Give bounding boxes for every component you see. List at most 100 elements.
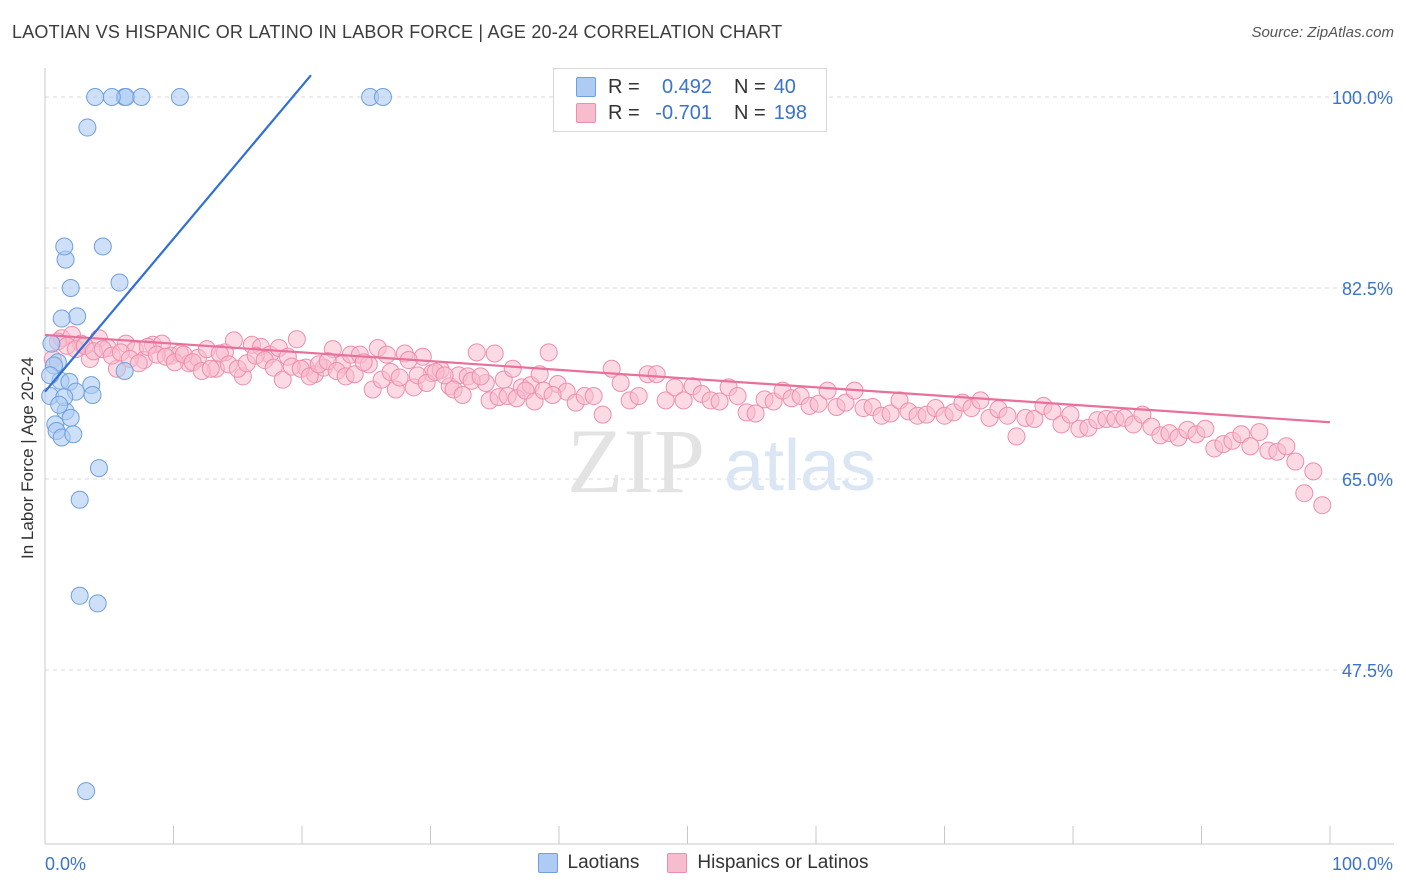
legend-r-value: -0.701 [655,101,712,124]
data-point-hispanics [390,368,409,387]
chart-title: LAOTIAN VS HISPANIC OR LATINO IN LABOR F… [12,22,783,42]
data-point-hispanics [971,391,990,410]
legend-n-value: 40 [773,75,796,98]
bottom-legend-laotians: Laotians [537,852,640,874]
data-point-hispanics [264,358,283,377]
data-point-laotians [55,237,74,256]
series-laotians-points [41,88,392,801]
stats-legend: R = 0.492 N = 40 R = -0.701 N = 198 [553,68,827,132]
data-point-laotians [93,237,112,256]
bottom-legend: Laotians Hispanics or Latinos [0,852,1406,874]
data-point-hispanics [1025,409,1044,428]
data-point-hispanics [435,366,454,385]
data-point-hispanics [665,378,684,397]
source-label: Source: ZipAtlas.com [1251,24,1394,41]
data-point-laotians [88,594,107,613]
axes [44,68,1394,845]
data-point-laotians [373,88,392,106]
data-point-laotians [83,385,102,404]
watermark-zip: ZIP [567,410,705,512]
data-point-hispanics [674,391,693,410]
legend-swatch-pink [576,103,596,123]
data-point-hispanics [224,331,243,350]
legend-swatch-blue [576,77,596,97]
legend-row-laotians: R = 0.492 N = 40 [576,74,796,100]
y-tick-label: 65.0% [1342,470,1393,490]
data-point-laotians [77,782,96,801]
data-point-hispanics [377,345,396,364]
data-point-hispanics [1304,462,1323,481]
data-point-hispanics [611,373,630,392]
data-point-hispanics [201,359,220,378]
data-point-hispanics [1250,423,1269,442]
data-point-hispanics [273,370,292,389]
trend-line-laotians [44,74,312,393]
legend-n-value: 198 [773,101,808,124]
data-point-laotians [78,118,97,137]
data-point-laotians [115,361,134,380]
legend-r-label: R = [608,75,640,98]
trend-line-hispanics [44,333,1331,424]
data-point-hispanics [543,385,562,404]
data-point-laotians [64,425,83,444]
data-point-laotians [41,366,60,385]
data-point-hispanics [539,343,558,362]
data-point-hispanics [1232,425,1251,444]
x-tick-label: 100.0% [1332,854,1393,874]
legend-n-label: N = [734,101,766,124]
legend-n-label: N = [734,75,766,98]
data-point-hispanics [881,404,900,423]
data-point-hispanics [746,404,765,423]
watermark-atlas: atlas [724,426,876,506]
y-axis-label: In Labor Force | Age 20-24 [18,357,37,559]
data-point-hispanics [345,365,364,384]
x-tick-label: 0.0% [45,854,86,874]
legend-label-laotians: Laotians [567,852,640,873]
data-point-hispanics [485,344,504,363]
trend-lines [44,74,1331,424]
y-tick-label: 100.0% [1332,88,1393,108]
y-tick-label: 82.5% [1342,279,1393,299]
data-point-hispanics [818,381,837,400]
data-point-hispanics [300,367,319,386]
data-point-laotians [61,279,80,297]
data-point-hispanics [1313,496,1332,515]
data-point-laotians [70,586,89,605]
data-point-hispanics [629,387,648,406]
data-point-laotians [42,334,61,353]
legend-r-label: R = [608,101,640,124]
data-point-hispanics [584,387,603,406]
data-point-hispanics [1295,484,1314,503]
legend-swatch-pink [667,853,688,873]
data-point-hispanics [1196,419,1215,438]
data-point-hispanics [467,343,486,362]
data-point-laotians [102,88,121,106]
data-point-hispanics [503,359,522,378]
data-point-laotians [68,307,87,326]
data-point-hispanics [1277,437,1296,456]
data-point-laotians [70,490,89,509]
data-point-laotians [132,88,151,106]
data-point-hispanics [1241,437,1260,456]
legend-swatch-blue [537,853,558,873]
data-point-hispanics [656,391,675,410]
legend-r-value: 0.492 [661,75,712,98]
legend-row-hispanics: R = -0.701 N = 198 [576,100,807,126]
data-point-hispanics [710,392,729,411]
data-point-hispanics [1061,405,1080,424]
data-point-hispanics [287,330,306,349]
data-point-hispanics [809,394,828,413]
legend-label-hispanics: Hispanics or Latinos [697,852,869,873]
data-point-hispanics [728,387,747,406]
data-point-hispanics [1007,427,1026,446]
data-point-laotians [50,395,69,414]
data-point-hispanics [1286,452,1305,471]
data-point-hispanics [647,365,666,384]
data-point-hispanics [453,385,472,404]
bottom-legend-hispanics: Hispanics or Latinos [667,852,868,874]
tick-labels: 47.5% 65.0% 82.5% 100.0% 0.0% 100.0% [45,88,1393,874]
data-point-hispanics [998,406,1017,425]
data-point-hispanics [836,393,855,412]
data-point-laotians [110,273,129,292]
data-point-hispanics [593,405,612,424]
